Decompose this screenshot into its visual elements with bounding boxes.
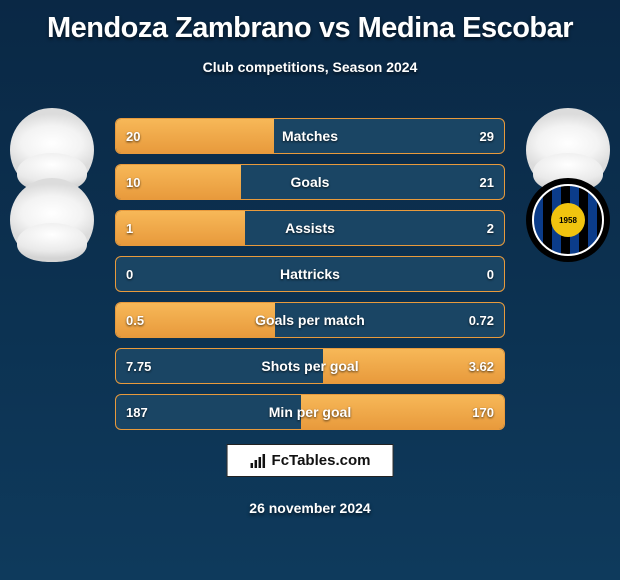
stat-row: 2029Matches [115,118,505,154]
stat-row: 00Hattricks [115,256,505,292]
stat-label: Goals per match [116,303,504,337]
page-title: Mendoza Zambrano vs Medina Escobar [0,0,620,45]
club-crest-year: 1958 [551,203,585,237]
brand-chart-icon [250,453,266,469]
stat-label: Matches [116,119,504,153]
player2-name: Medina Escobar [358,12,573,44]
stat-row: 12Assists [115,210,505,246]
stat-row: 187170Min per goal [115,394,505,430]
stat-label: Goals [116,165,504,199]
stat-row: 0.50.72Goals per match [115,302,505,338]
subtitle: Club competitions, Season 2024 [0,59,620,75]
date-label: 26 november 2024 [0,500,620,516]
brand-link[interactable]: FcTables.com [227,444,394,477]
vs-separator: vs [319,12,350,44]
stat-label: Assists [116,211,504,245]
stats-panel: 2029Matches 1021Goals 12Assists 00Hattricks… [115,118,505,440]
stat-label: Hattricks [116,257,504,291]
stat-row: 1021Goals [115,164,505,200]
player1-club-logo [10,178,94,262]
club-crest-icon: 1958 [526,178,610,262]
club-placeholder-icon [10,178,94,262]
brand-text: FcTables.com [272,452,371,469]
stat-label: Min per goal [116,395,504,429]
stat-label: Shots per goal [116,349,504,383]
player2-club-logo: 1958 [526,178,610,262]
player1-name: Mendoza Zambrano [47,12,311,44]
stat-row: 7.753.62Shots per goal [115,348,505,384]
